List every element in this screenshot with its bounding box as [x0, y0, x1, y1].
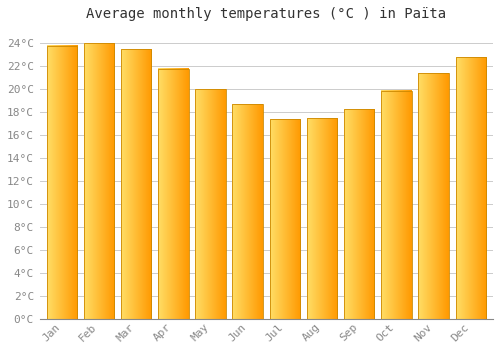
Bar	[84, 43, 114, 319]
Bar	[121, 49, 152, 319]
Bar	[46, 46, 77, 319]
Bar	[418, 73, 449, 319]
Bar	[232, 104, 263, 319]
Bar	[456, 57, 486, 319]
Bar	[158, 69, 188, 319]
Bar	[381, 91, 412, 319]
Bar	[307, 118, 338, 319]
Bar	[196, 89, 226, 319]
Bar	[344, 109, 374, 319]
Bar	[270, 119, 300, 319]
Title: Average monthly temperatures (°C ) in Païta: Average monthly temperatures (°C ) in Pa…	[86, 7, 447, 21]
